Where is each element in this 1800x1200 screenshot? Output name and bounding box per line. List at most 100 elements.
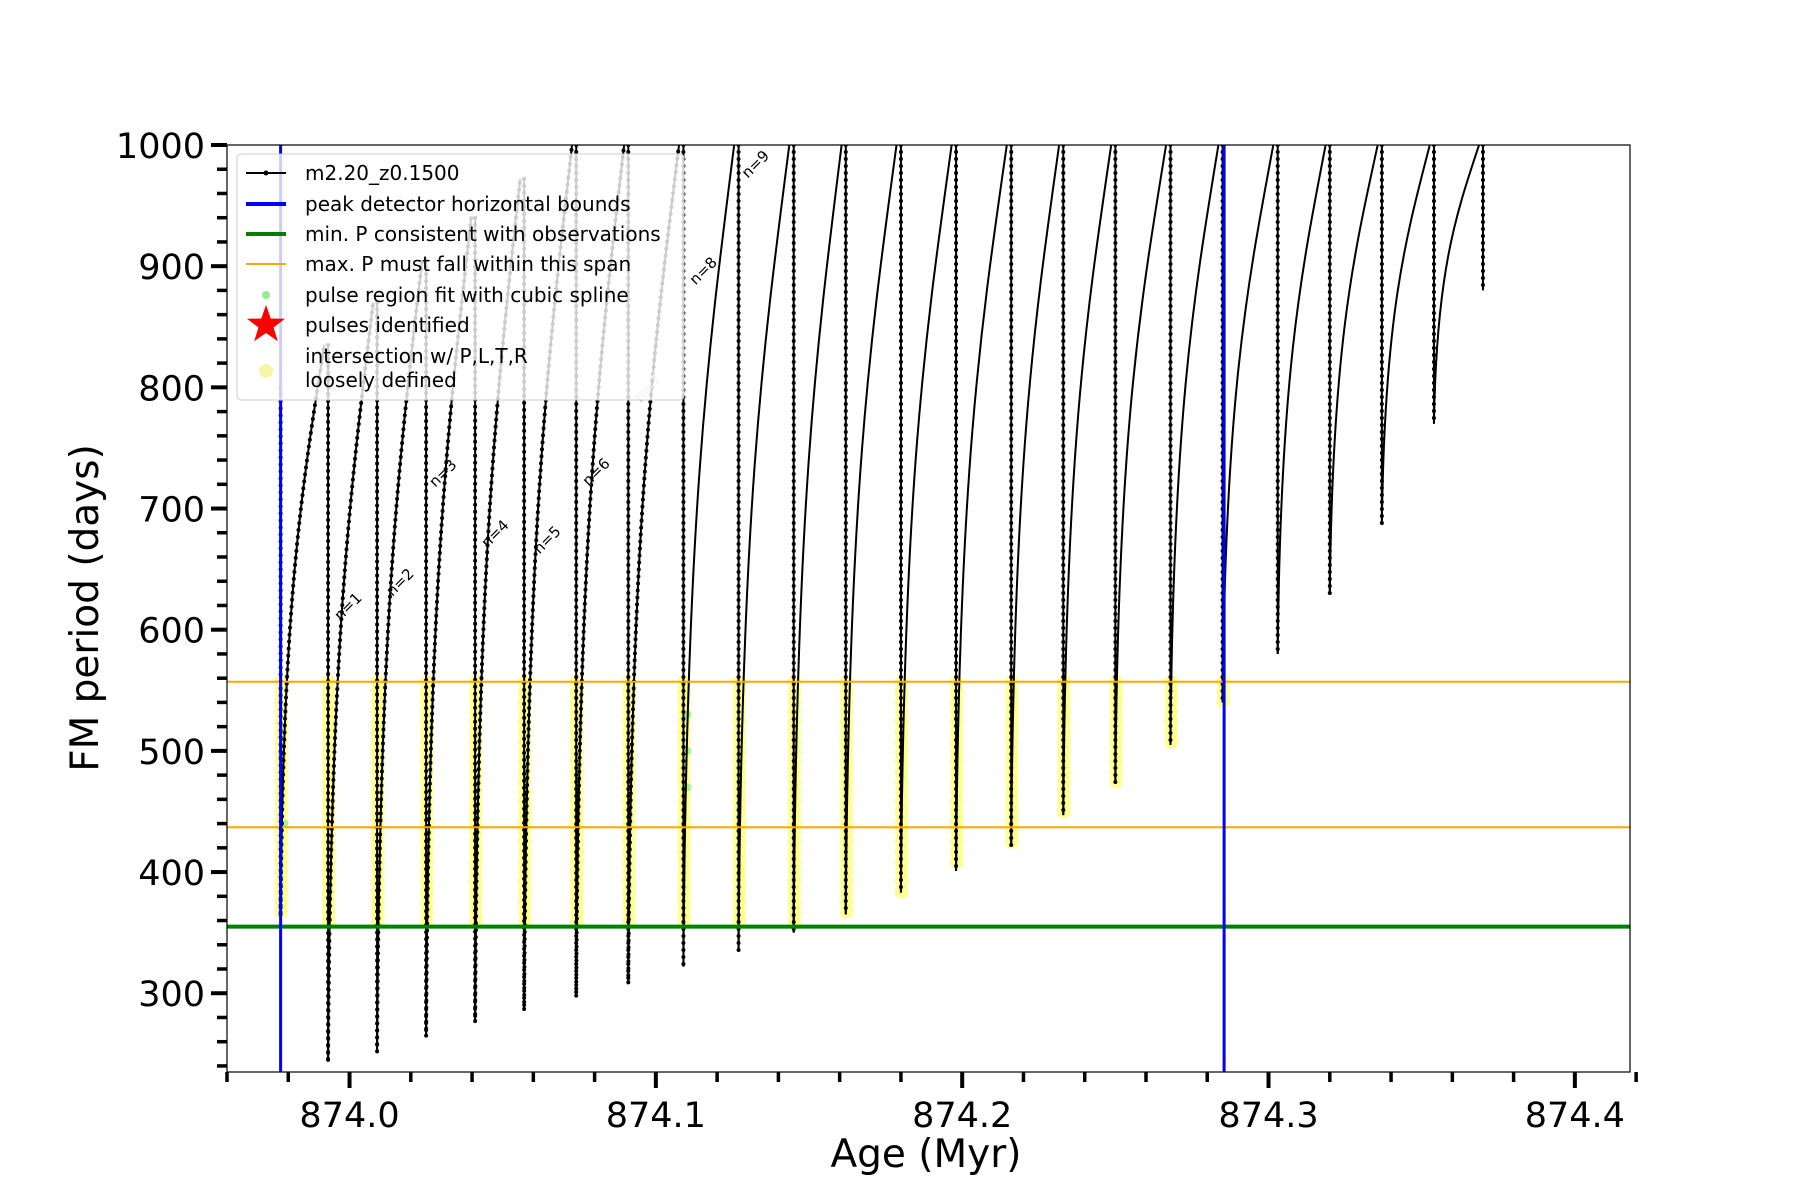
data-point xyxy=(626,605,631,609)
data-point xyxy=(400,434,405,439)
data-point xyxy=(522,617,527,622)
data-point xyxy=(377,846,382,851)
data-point xyxy=(484,571,489,576)
data-point xyxy=(586,524,591,529)
data-point xyxy=(954,346,959,350)
data-point xyxy=(736,528,741,532)
data-point xyxy=(337,652,342,657)
data-point xyxy=(1061,325,1066,329)
data-point xyxy=(326,657,331,662)
data-point xyxy=(574,902,579,907)
data-point xyxy=(954,717,959,721)
data-point xyxy=(736,542,741,546)
data-point xyxy=(588,489,593,494)
data-point xyxy=(375,573,380,578)
data-point xyxy=(898,647,903,651)
data-point xyxy=(791,178,796,182)
data-point xyxy=(681,710,686,714)
data-point xyxy=(630,721,635,726)
data-point xyxy=(473,705,478,710)
data-point xyxy=(736,283,741,287)
data-point xyxy=(1327,332,1332,336)
data-point xyxy=(954,164,959,168)
data-point xyxy=(326,524,331,529)
data-point xyxy=(954,192,959,196)
data-point xyxy=(390,559,395,564)
data-point xyxy=(1275,192,1280,196)
data-point xyxy=(791,185,796,189)
data-point xyxy=(1431,185,1436,189)
data-point xyxy=(1009,171,1014,175)
data-point xyxy=(791,241,796,245)
data-point xyxy=(736,563,741,567)
data-point xyxy=(522,985,527,990)
data-point xyxy=(424,977,429,982)
data-point xyxy=(326,692,331,697)
data-point xyxy=(626,910,631,915)
data-point xyxy=(349,491,354,496)
data-point xyxy=(898,521,903,525)
data-point xyxy=(898,437,903,441)
data-point xyxy=(491,452,496,457)
data-point xyxy=(1275,227,1280,231)
data-point xyxy=(1327,416,1332,420)
data-point xyxy=(291,583,296,588)
data-point xyxy=(843,626,848,630)
data-point xyxy=(843,353,848,357)
data-point xyxy=(425,907,430,912)
data-point xyxy=(574,409,579,413)
data-point xyxy=(954,199,959,203)
data-point xyxy=(522,785,527,790)
data-point xyxy=(954,458,959,462)
data-point xyxy=(580,657,585,662)
data-point xyxy=(375,699,380,704)
data-point xyxy=(626,430,631,434)
data-point xyxy=(522,554,527,559)
data-point xyxy=(326,755,331,760)
data-point xyxy=(626,773,631,777)
data-point xyxy=(1009,556,1014,560)
data-point xyxy=(382,692,387,697)
data-point xyxy=(311,410,316,415)
data-point xyxy=(791,570,796,574)
data-point xyxy=(1480,178,1485,182)
data-point xyxy=(1009,290,1014,294)
data-point xyxy=(424,405,429,410)
data-point xyxy=(580,664,585,669)
data-point xyxy=(681,542,686,546)
data-point xyxy=(1061,451,1066,455)
data-point xyxy=(736,290,741,294)
data-point xyxy=(427,802,432,807)
data-point xyxy=(583,594,588,599)
recovery-curve xyxy=(899,145,953,893)
data-point xyxy=(375,517,380,522)
data-point xyxy=(1379,332,1384,336)
data-point xyxy=(577,762,582,767)
data-point xyxy=(326,475,331,480)
data-point xyxy=(574,780,579,784)
data-point xyxy=(791,199,796,203)
data-point xyxy=(522,950,527,955)
data-point xyxy=(1480,227,1485,231)
data-point xyxy=(326,531,331,536)
data-point xyxy=(327,959,332,964)
x-tick-label: 874.1 xyxy=(606,1096,706,1136)
data-point xyxy=(954,465,959,469)
data-point xyxy=(635,595,640,600)
data-point xyxy=(574,654,579,658)
data-point xyxy=(285,660,290,665)
data-point xyxy=(791,752,796,756)
legend-box xyxy=(236,153,685,401)
data-point xyxy=(574,549,579,553)
data-point xyxy=(531,594,536,599)
data-point xyxy=(574,514,579,518)
data-point xyxy=(288,625,293,630)
data-point xyxy=(574,493,579,497)
data-point xyxy=(791,367,796,371)
data-point xyxy=(473,551,478,556)
data-point xyxy=(375,608,380,613)
data-point xyxy=(574,717,579,721)
data-point xyxy=(428,774,433,779)
data-point xyxy=(791,206,796,210)
data-point xyxy=(473,509,478,514)
